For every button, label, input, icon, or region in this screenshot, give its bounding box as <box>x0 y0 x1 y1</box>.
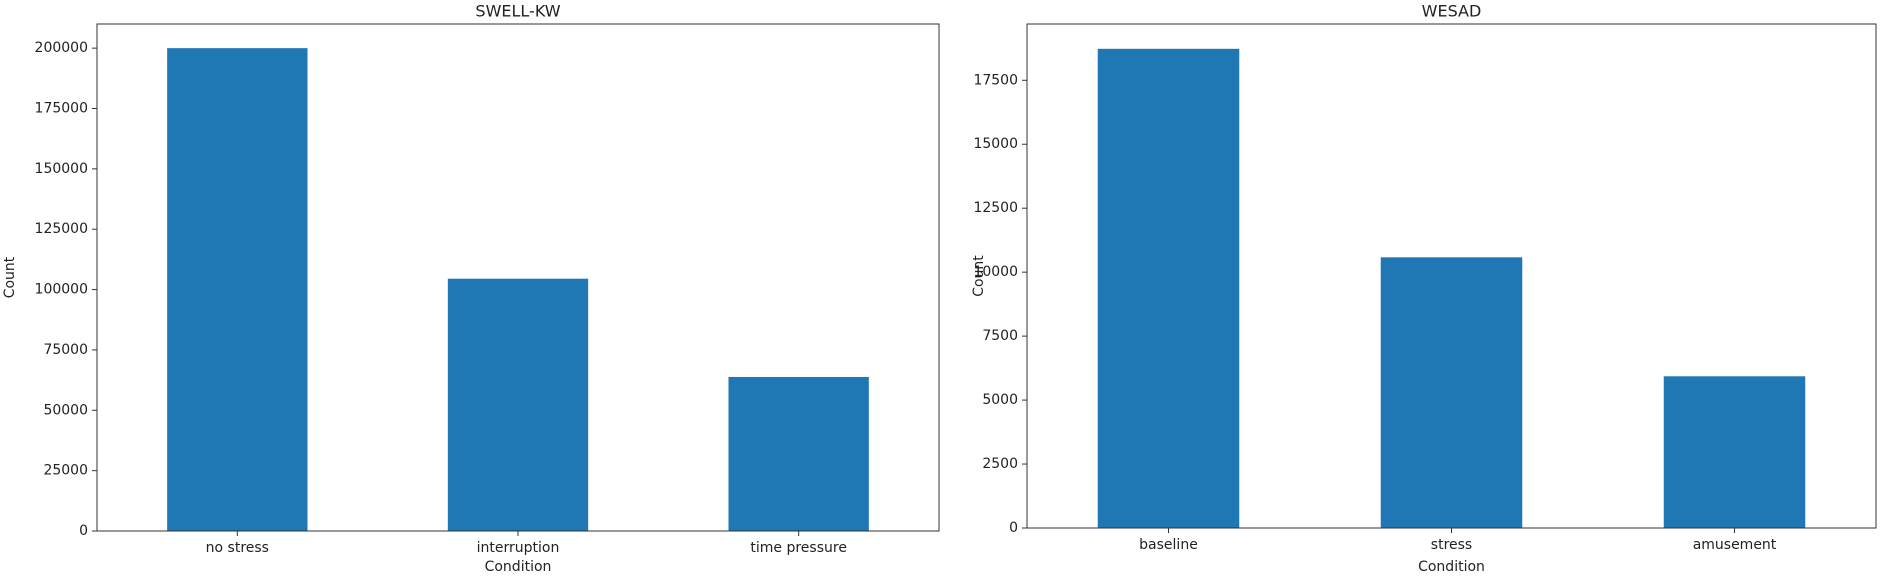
bar <box>728 376 869 531</box>
x-tick-label: baseline <box>1139 537 1198 553</box>
y-tick-label: 0 <box>1009 520 1018 536</box>
y-axis-label: Count <box>2 256 18 298</box>
y-tick-label: 7500 <box>982 328 1018 344</box>
x-axis-label: Condition <box>1418 559 1485 575</box>
y-tick-label: 0 <box>79 523 88 539</box>
y-tick-label: 17500 <box>973 72 1018 88</box>
x-tick-label: amusement <box>1693 537 1777 553</box>
bar <box>447 278 589 531</box>
y-tick-label: 5000 <box>982 392 1018 408</box>
y-tick-label: 200000 <box>35 40 88 56</box>
y-tick-label: 12500 <box>973 200 1018 216</box>
y-tick-label: 50000 <box>43 402 88 418</box>
x-axis-label: Condition <box>485 559 552 575</box>
bar <box>1097 48 1240 528</box>
y-tick-label: 15000 <box>973 136 1018 152</box>
chart-title: SWELL-KW <box>475 2 560 21</box>
plot-frame <box>96 23 940 532</box>
y-tick-label: 175000 <box>35 101 88 117</box>
y-tick-label: 100000 <box>35 282 88 298</box>
x-tick-label: no stress <box>206 540 269 556</box>
y-tick-label: 150000 <box>35 161 88 177</box>
y-tick-label: 10000 <box>973 264 1018 280</box>
y-tick-label: 2500 <box>982 456 1018 472</box>
bar <box>1663 376 1806 528</box>
y-tick-label: 125000 <box>35 221 88 237</box>
bar <box>1380 257 1523 528</box>
chart-title: WESAD <box>1422 2 1482 21</box>
plot-frame <box>1026 23 1877 529</box>
x-tick-label: stress <box>1431 537 1472 553</box>
bar <box>167 48 308 532</box>
y-tick-label: 75000 <box>43 342 88 358</box>
y-axis-label: Count <box>971 255 987 297</box>
x-tick-label: time pressure <box>750 540 847 556</box>
y-tick-label: 25000 <box>43 463 88 479</box>
x-tick-label: interruption <box>477 540 560 556</box>
